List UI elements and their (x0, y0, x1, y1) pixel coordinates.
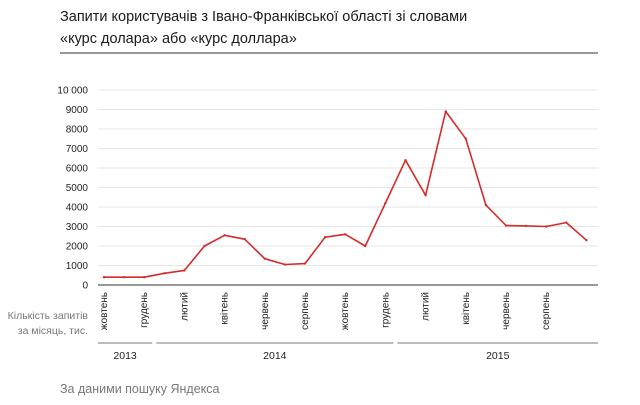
y-tick-label: 7000 (66, 144, 89, 155)
data-point (565, 221, 568, 224)
y-tick-labels: 0 1000 2000 3000 4000 5000 6000 7000 8000 9000 10 … (57, 86, 88, 292)
data-point (183, 269, 186, 272)
data-point (545, 225, 548, 228)
y-tick-label: 5000 (66, 183, 89, 194)
data-point (102, 276, 106, 279)
x-tick-label: жовтень (340, 292, 351, 330)
data-point (143, 276, 146, 279)
series-layer (102, 110, 588, 279)
chart-title: Запити користувачів з Івано-Франківської… (60, 6, 620, 50)
y-tick-label: 4000 (66, 203, 89, 214)
y-axis-label-line-1: Кількість запитів (8, 310, 89, 322)
data-point (364, 244, 367, 248)
chart-title-line-1: Запити користувачів з Івано-Франківської… (60, 9, 468, 25)
data-point (484, 203, 488, 207)
y-tick-label: 3000 (66, 222, 89, 233)
data-point (404, 159, 407, 162)
data-point (243, 237, 246, 241)
data-point (263, 257, 266, 260)
data-point (203, 244, 206, 248)
x-tick-label: квітень (220, 292, 231, 325)
y-tick-label: 10 000 (57, 86, 88, 97)
y-tick-label: 0 (82, 281, 88, 292)
data-point (283, 263, 287, 266)
y-tick-label: 8000 (66, 125, 89, 136)
data-point (384, 201, 387, 205)
x-tick-label: серпень (300, 292, 311, 330)
data-point (163, 272, 166, 275)
y-axis-label-line-2: за місяць, тис. (18, 325, 88, 337)
y-tick-label: 6000 (66, 164, 89, 175)
data-point (122, 276, 126, 279)
data-point (344, 233, 347, 236)
year-label: 2015 (486, 350, 510, 362)
y-tick-label: 2000 (66, 242, 89, 253)
data-point (323, 236, 327, 239)
year-bands: 2013 2014 2015 (98, 342, 598, 362)
source-note: За даними пошуку Яндекса (60, 382, 220, 396)
x-tick-label: лютий (179, 292, 190, 321)
x-tick-label: лютий (421, 292, 432, 321)
x-tick-label: червень (260, 292, 271, 330)
x-tick-label: червень (501, 292, 512, 330)
y-tick-label: 1000 (66, 261, 89, 272)
chart-title-line-2: «курс долара» або «курс доллара» (60, 31, 297, 47)
x-tick-label: жовтень (99, 292, 110, 330)
data-point (504, 224, 508, 227)
year-label: 2014 (263, 350, 287, 362)
data-point (303, 262, 307, 265)
series-line (103, 110, 588, 279)
data-point (464, 137, 467, 140)
x-tick-label: грудень (380, 292, 391, 328)
data-point (223, 234, 226, 237)
data-point (424, 194, 427, 197)
data-point (585, 238, 588, 242)
y-tick-label: 9000 (66, 105, 89, 116)
x-tick-label: грудень (139, 292, 150, 328)
x-tick-label: квітень (461, 292, 472, 325)
year-label: 2013 (113, 350, 137, 362)
data-point (444, 110, 447, 113)
x-tick-label: серпень (541, 292, 552, 330)
grid-lines (98, 89, 598, 286)
data-point (524, 224, 528, 228)
x-tick-labels: жовтень грудень лютий квітень червень серпень… (99, 292, 552, 330)
